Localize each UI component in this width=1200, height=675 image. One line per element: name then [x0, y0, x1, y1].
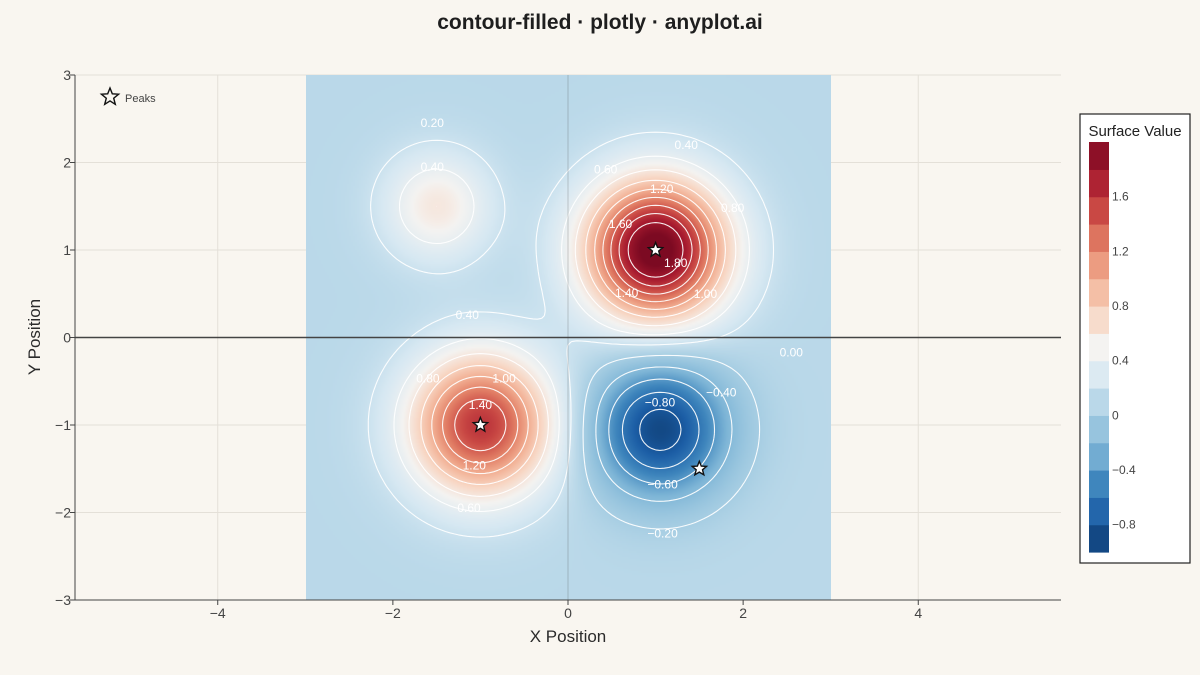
contour-label: 1.20 — [463, 458, 487, 472]
x-tick-label: −4 — [210, 605, 226, 621]
peak-star-marker[interactable] — [646, 240, 665, 258]
contour-line — [595, 366, 733, 502]
colorbar-tick-label: 0.8 — [1112, 299, 1129, 313]
contour-label: 1.40 — [469, 398, 493, 412]
colorbar-swatches — [1089, 142, 1109, 553]
contour-line — [393, 155, 750, 512]
colorbar-swatch — [1089, 388, 1109, 416]
contour-line — [618, 212, 693, 287]
colorbar-ticks: 1.6 1.2 0.8 0.4 0 −0.4 −0.8 — [1112, 190, 1136, 532]
contour-label: 1.60 — [609, 217, 633, 231]
x-tick-label: 0 — [564, 605, 572, 621]
colorbar-swatch — [1089, 333, 1109, 362]
contour-label: 0.80 — [416, 372, 440, 386]
contour-lines — [367, 131, 775, 538]
colorbar-swatch — [1089, 142, 1109, 170]
colorbar-swatch — [1089, 306, 1109, 334]
contour-label: −0.20 — [647, 527, 678, 541]
x-tick-label: 4 — [914, 605, 922, 621]
colorbar: Surface Value 1.6 1.2 0.8 0.4 0 −0.4 −0.8 — [1079, 113, 1191, 564]
colorbar-tick-label: −0.8 — [1112, 518, 1136, 532]
y-tick-label: −1 — [55, 417, 71, 433]
contour-line — [408, 169, 737, 497]
contour-label: 1.00 — [492, 372, 516, 386]
colorbar-tick-label: 0.4 — [1112, 354, 1129, 368]
zero-lines — [75, 75, 1061, 600]
peak-star-marker[interactable] — [690, 459, 709, 477]
colorbar-swatch — [1089, 442, 1109, 471]
contour-line — [420, 179, 726, 485]
contour-label: 0.80 — [721, 201, 745, 215]
colorbar-swatch — [1089, 415, 1109, 444]
contour-label: 0.60 — [457, 501, 481, 515]
contour-labels: 0.20 0.40 0.40 0.60 1.20 0.80 1.60 1.80 1.40 1.00… — [416, 116, 803, 540]
contour-label: 0.40 — [421, 160, 445, 174]
contour-line — [441, 196, 709, 464]
colorbar-swatch — [1089, 524, 1109, 553]
contour-label: 1.40 — [615, 286, 639, 300]
contour-label: 1.20 — [650, 182, 674, 196]
colorbar-tick-label: 1.6 — [1112, 190, 1129, 204]
x-tick-label: −2 — [385, 605, 401, 621]
contour-label: 0.40 — [456, 308, 480, 322]
colorbar-tick-label: −0.4 — [1112, 463, 1136, 477]
contour-line — [431, 188, 717, 475]
colorbar-title: Surface Value — [1088, 123, 1181, 140]
y-tick-label: 0 — [63, 330, 71, 346]
x-axis-title: X Position — [530, 627, 607, 646]
contour-line — [627, 222, 684, 278]
y-axis-title: Y Position — [25, 299, 44, 375]
chart-title: contour-filled · plotly · anyplot.ai — [437, 11, 763, 34]
peak-markers[interactable] — [471, 240, 709, 477]
colorbar-swatch — [1089, 196, 1109, 225]
colorbar-swatch — [1089, 224, 1109, 252]
y-axis-ticks: 3 2 1 0 −1 −2 −3 — [55, 67, 75, 608]
contour-label: −0.60 — [647, 478, 678, 492]
y-tick-label: −2 — [55, 505, 71, 521]
legend[interactable]: Peaks — [99, 86, 156, 106]
contour-line — [454, 204, 701, 452]
contour-line — [608, 378, 716, 485]
colorbar-swatch — [1089, 251, 1109, 280]
colorbar-swatch — [1089, 278, 1109, 307]
contour-label: 1.80 — [664, 256, 688, 270]
legend-label: Peaks — [125, 93, 156, 105]
contour-label: 0.00 — [780, 345, 804, 359]
peak-star-marker[interactable] — [471, 415, 490, 433]
x-axis-ticks: −4 −2 0 2 4 — [210, 600, 922, 621]
y-tick-label: 1 — [63, 242, 71, 258]
colorbar-swatch — [1089, 360, 1109, 389]
contour-line — [639, 408, 682, 451]
contour-label: 0.40 — [675, 138, 699, 152]
x-tick-label: 2 — [739, 605, 747, 621]
y-tick-label: 2 — [63, 155, 71, 171]
contour-label: 1.00 — [694, 287, 718, 301]
colorbar-swatch — [1089, 169, 1109, 198]
contour-line — [582, 354, 761, 530]
y-tick-label: −3 — [55, 592, 71, 608]
contour-label: −0.80 — [645, 395, 676, 409]
legend-star-icon — [99, 86, 121, 106]
colorbar-tick-label: 1.2 — [1112, 244, 1129, 258]
colorbar-tick-label: 0 — [1112, 408, 1119, 422]
star-icon — [99, 86, 121, 106]
contour-label: 0.60 — [594, 163, 618, 177]
contour-line — [621, 391, 700, 470]
contour-label: 0.20 — [421, 116, 445, 130]
contour-label: −0.40 — [706, 386, 737, 400]
colorbar-swatch — [1089, 470, 1109, 498]
contour-line — [367, 131, 775, 538]
y-tick-label: 3 — [63, 67, 71, 83]
colorbar-swatch — [1089, 497, 1109, 526]
